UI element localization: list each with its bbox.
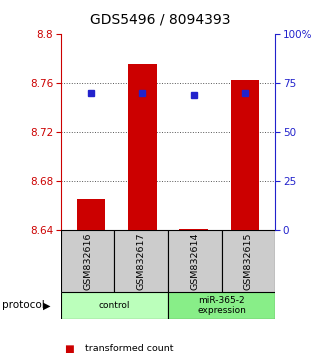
Text: control: control — [99, 301, 130, 310]
Bar — [168, 292, 275, 319]
Text: ■: ■ — [64, 344, 74, 354]
Bar — [180, 229, 208, 230]
Bar — [115, 230, 168, 292]
Text: miR-365-2
expression: miR-365-2 expression — [197, 296, 246, 315]
Text: GSM832617: GSM832617 — [137, 232, 146, 290]
Text: GDS5496 / 8094393: GDS5496 / 8094393 — [90, 12, 230, 27]
Text: GSM832616: GSM832616 — [83, 232, 92, 290]
Text: GSM832615: GSM832615 — [244, 232, 253, 290]
Bar — [61, 292, 168, 319]
Text: transformed count: transformed count — [85, 344, 173, 353]
Text: ▶: ▶ — [43, 300, 50, 310]
Bar — [61, 230, 115, 292]
Bar — [128, 64, 156, 230]
Text: protocol: protocol — [2, 300, 44, 310]
Bar — [77, 199, 106, 230]
Bar — [168, 230, 222, 292]
Bar — [230, 80, 259, 230]
Text: GSM832614: GSM832614 — [190, 232, 199, 290]
Bar — [222, 230, 275, 292]
